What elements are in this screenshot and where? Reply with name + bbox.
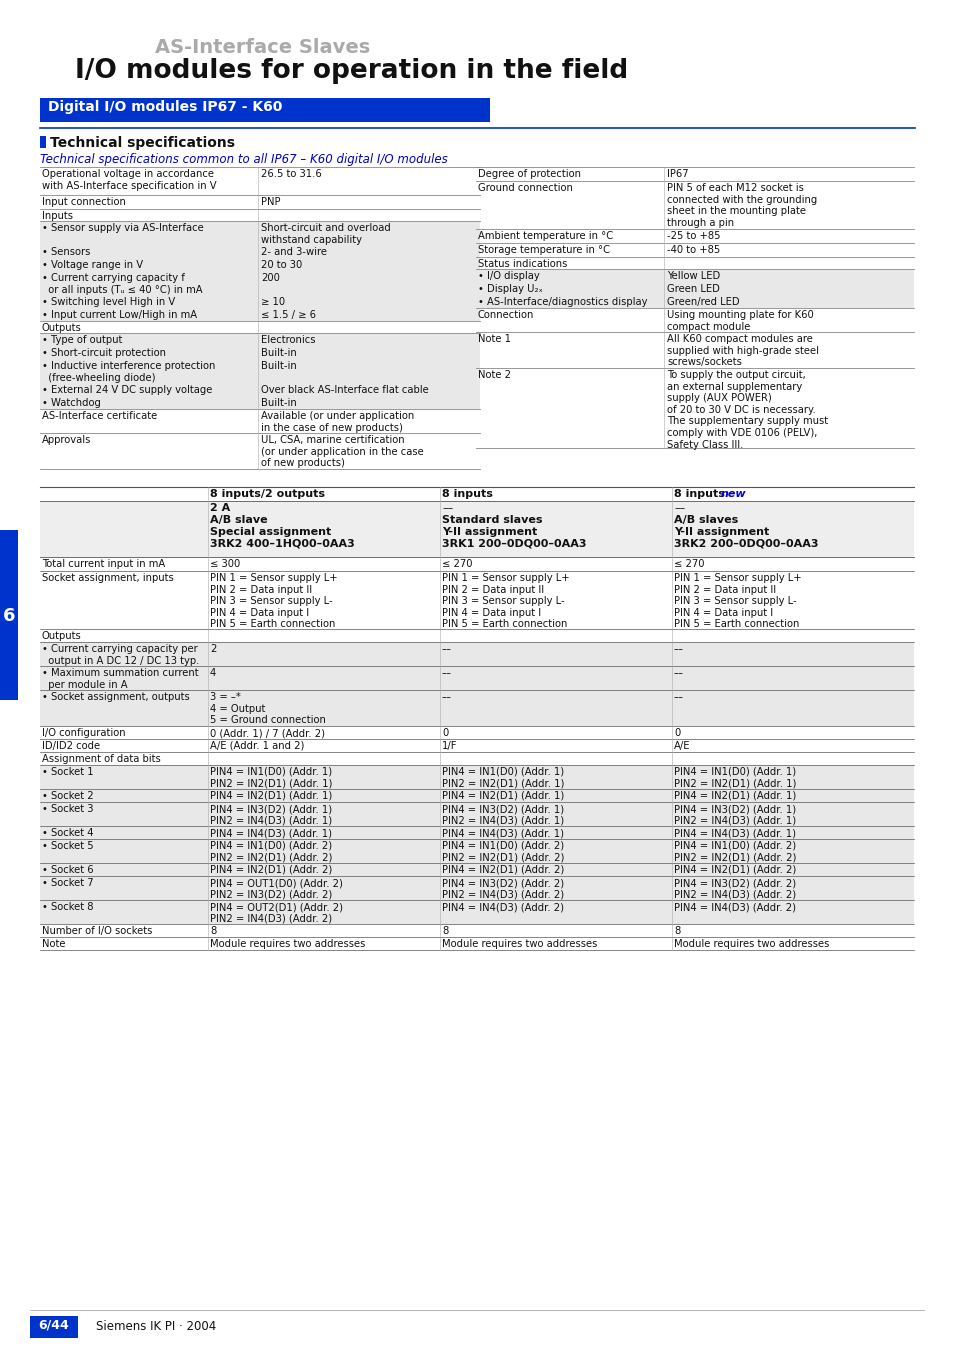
Bar: [40, 258, 479, 272]
Text: ≤ 270: ≤ 270: [673, 559, 703, 569]
Text: ––: ––: [441, 503, 453, 513]
Text: • Socket assignment, outputs: • Socket assignment, outputs: [42, 692, 190, 703]
Text: Storage temperature in °C: Storage temperature in °C: [477, 245, 609, 255]
Text: PIN4 = IN2(D1) (Addr. 1): PIN4 = IN2(D1) (Addr. 1): [673, 790, 796, 801]
Bar: [30, 1316, 78, 1337]
Bar: [40, 359, 479, 382]
Text: ≤ 300: ≤ 300: [210, 559, 240, 569]
Bar: [40, 839, 913, 863]
Text: Y-II assignment: Y-II assignment: [441, 527, 537, 536]
Text: Digital I/O modules IP67 - K60: Digital I/O modules IP67 - K60: [48, 100, 282, 113]
Text: 20 to 30: 20 to 30: [261, 259, 302, 270]
Text: Socket assignment, inputs: Socket assignment, inputs: [42, 573, 173, 584]
Text: Built-in: Built-in: [261, 349, 296, 358]
Text: Green LED: Green LED: [666, 284, 720, 295]
Bar: [40, 642, 913, 666]
Text: 6/44: 6/44: [38, 1319, 70, 1331]
Text: PIN4 = OUT2(D1) (Addr. 2)
PIN2 = IN4(D3) (Addr. 2): PIN4 = OUT2(D1) (Addr. 2) PIN2 = IN4(D3)…: [210, 902, 343, 924]
Text: Built-in: Built-in: [261, 399, 296, 408]
Bar: [40, 765, 913, 789]
Text: ––: ––: [441, 692, 452, 703]
Text: 8 inputs: 8 inputs: [441, 489, 493, 499]
Text: 8 inputs: 8 inputs: [673, 489, 728, 499]
Text: AS-Interface Slaves: AS-Interface Slaves: [154, 38, 370, 57]
Text: PIN4 = IN2(D1) (Addr. 2): PIN4 = IN2(D1) (Addr. 2): [673, 865, 796, 875]
Bar: [476, 282, 913, 295]
Text: 3 = –*
4 = Output
5 = Ground connection: 3 = –* 4 = Output 5 = Ground connection: [210, 692, 326, 725]
Text: A/B slave: A/B slave: [210, 515, 268, 526]
Text: PIN4 = IN2(D1) (Addr. 2): PIN4 = IN2(D1) (Addr. 2): [441, 865, 563, 875]
Text: • Input current Low/High in mA: • Input current Low/High in mA: [42, 309, 197, 320]
Text: • AS-Interface/diagnostics display: • AS-Interface/diagnostics display: [477, 297, 647, 307]
Text: Ambient temperature in °C: Ambient temperature in °C: [477, 231, 613, 240]
Text: 1/F: 1/F: [441, 740, 457, 751]
Text: Outputs: Outputs: [42, 631, 82, 640]
Text: 26.5 to 31.6: 26.5 to 31.6: [261, 169, 321, 178]
Text: Technical specifications common to all IP67 – K60 digital I/O modules: Technical specifications common to all I…: [40, 153, 447, 166]
Text: • Socket 8: • Socket 8: [42, 902, 93, 912]
Text: PIN4 = IN4(D3) (Addr. 1): PIN4 = IN4(D3) (Addr. 1): [441, 828, 563, 838]
Text: 3RK1 200–0DQ00–0AA3: 3RK1 200–0DQ00–0AA3: [441, 539, 586, 549]
Text: • Current carrying capacity per
  output in A DC 12 / DC 13 typ.: • Current carrying capacity per output i…: [42, 644, 199, 666]
Text: ––: ––: [441, 644, 452, 654]
Text: • External 24 V DC supply voltage: • External 24 V DC supply voltage: [42, 385, 213, 394]
Text: A/B slaves: A/B slaves: [673, 515, 738, 526]
Text: 3RK2 200–0DQ00–0AA3: 3RK2 200–0DQ00–0AA3: [673, 539, 818, 549]
Text: Using mounting plate for K60
compact module: Using mounting plate for K60 compact mod…: [666, 309, 813, 331]
Bar: [0, 530, 18, 700]
Text: PIN 1 = Sensor supply L+
PIN 2 = Data input II
PIN 3 = Sensor supply L-
PIN 4 = : PIN 1 = Sensor supply L+ PIN 2 = Data in…: [210, 573, 337, 630]
Text: 2: 2: [210, 644, 216, 654]
Text: A/E (Addr. 1 and 2): A/E (Addr. 1 and 2): [210, 740, 304, 751]
Text: I/O modules for operation in the field: I/O modules for operation in the field: [75, 58, 628, 84]
Text: Siemens IK PI · 2004: Siemens IK PI · 2004: [96, 1320, 216, 1333]
Bar: [40, 382, 479, 396]
Bar: [40, 99, 490, 122]
Text: PIN4 = IN4(D3) (Addr. 1): PIN4 = IN4(D3) (Addr. 1): [210, 828, 332, 838]
Text: ––: ––: [673, 503, 684, 513]
Text: ––: ––: [673, 644, 683, 654]
Text: PIN4 = IN4(D3) (Addr. 1): PIN4 = IN4(D3) (Addr. 1): [673, 828, 795, 838]
Text: ≤ 270: ≤ 270: [441, 559, 472, 569]
Text: Standard slaves: Standard slaves: [441, 515, 542, 526]
Text: • Watchdog: • Watchdog: [42, 399, 101, 408]
Text: 0 (Addr. 1) / 7 (Addr. 2): 0 (Addr. 1) / 7 (Addr. 2): [210, 728, 325, 738]
Text: A/E: A/E: [673, 740, 690, 751]
Text: I/O configuration: I/O configuration: [42, 728, 126, 738]
Text: 2- and 3-wire: 2- and 3-wire: [261, 247, 327, 257]
Text: Over black AS-Interface flat cable: Over black AS-Interface flat cable: [261, 385, 428, 394]
Text: Module requires two addresses: Module requires two addresses: [210, 939, 365, 948]
Text: • Socket 1: • Socket 1: [42, 767, 93, 777]
Text: Operational voltage in accordance
with AS-Interface specification in V: Operational voltage in accordance with A…: [42, 169, 216, 190]
Text: • Current carrying capacity f
  or all inputs (Tᵤ ≤ 40 °C) in mA: • Current carrying capacity f or all inp…: [42, 273, 202, 295]
Bar: [40, 346, 479, 359]
Text: Assignment of data bits: Assignment of data bits: [42, 754, 161, 765]
Text: Y-II assignment: Y-II assignment: [673, 527, 768, 536]
Bar: [40, 875, 913, 900]
Text: • Socket 3: • Socket 3: [42, 804, 93, 815]
Text: Available (or under application
in the case of new products): Available (or under application in the c…: [261, 411, 414, 432]
Text: PNP: PNP: [261, 197, 280, 207]
Text: PIN4 = IN1(D0) (Addr. 1)
PIN2 = IN2(D1) (Addr. 1): PIN4 = IN1(D0) (Addr. 1) PIN2 = IN2(D1) …: [673, 767, 796, 789]
Bar: [40, 295, 479, 308]
Text: Degree of protection: Degree of protection: [477, 169, 580, 178]
Text: 0: 0: [673, 728, 679, 738]
Text: All K60 compact modules are
supplied with high-grade steel
screws/sockets: All K60 compact modules are supplied wit…: [666, 334, 818, 367]
Bar: [40, 789, 913, 802]
Text: PIN4 = IN2(D1) (Addr. 1): PIN4 = IN2(D1) (Addr. 1): [441, 790, 563, 801]
Text: 200: 200: [261, 273, 279, 282]
Text: PIN4 = IN1(D0) (Addr. 2)
PIN2 = IN2(D1) (Addr. 2): PIN4 = IN1(D0) (Addr. 2) PIN2 = IN2(D1) …: [441, 842, 564, 862]
Text: Built-in: Built-in: [261, 361, 296, 372]
Text: • Switching level High in V: • Switching level High in V: [42, 297, 175, 307]
Text: PIN4 = IN4(D3) (Addr. 2): PIN4 = IN4(D3) (Addr. 2): [673, 902, 795, 912]
Text: PIN 1 = Sensor supply L+
PIN 2 = Data input II
PIN 3 = Sensor supply L-
PIN 4 = : PIN 1 = Sensor supply L+ PIN 2 = Data in…: [673, 573, 801, 630]
Text: • Sensors: • Sensors: [42, 247, 91, 257]
Text: Green/red LED: Green/red LED: [666, 297, 739, 307]
Text: ≤ 1.5 / ≥ 6: ≤ 1.5 / ≥ 6: [261, 309, 315, 320]
Text: PIN4 = IN3(D2) (Addr. 1)
PIN2 = IN4(D3) (Addr. 1): PIN4 = IN3(D2) (Addr. 1) PIN2 = IN4(D3) …: [210, 804, 332, 825]
Text: Yellow LED: Yellow LED: [666, 272, 720, 281]
Text: • Maximum summation current
  per module in A: • Maximum summation current per module i…: [42, 667, 198, 689]
Text: 6: 6: [3, 607, 15, 626]
Bar: [40, 802, 913, 825]
Text: PIN4 = OUT1(D0) (Addr. 2)
PIN2 = IN3(D2) (Addr. 2): PIN4 = OUT1(D0) (Addr. 2) PIN2 = IN3(D2)…: [210, 878, 342, 900]
Bar: [40, 272, 479, 295]
